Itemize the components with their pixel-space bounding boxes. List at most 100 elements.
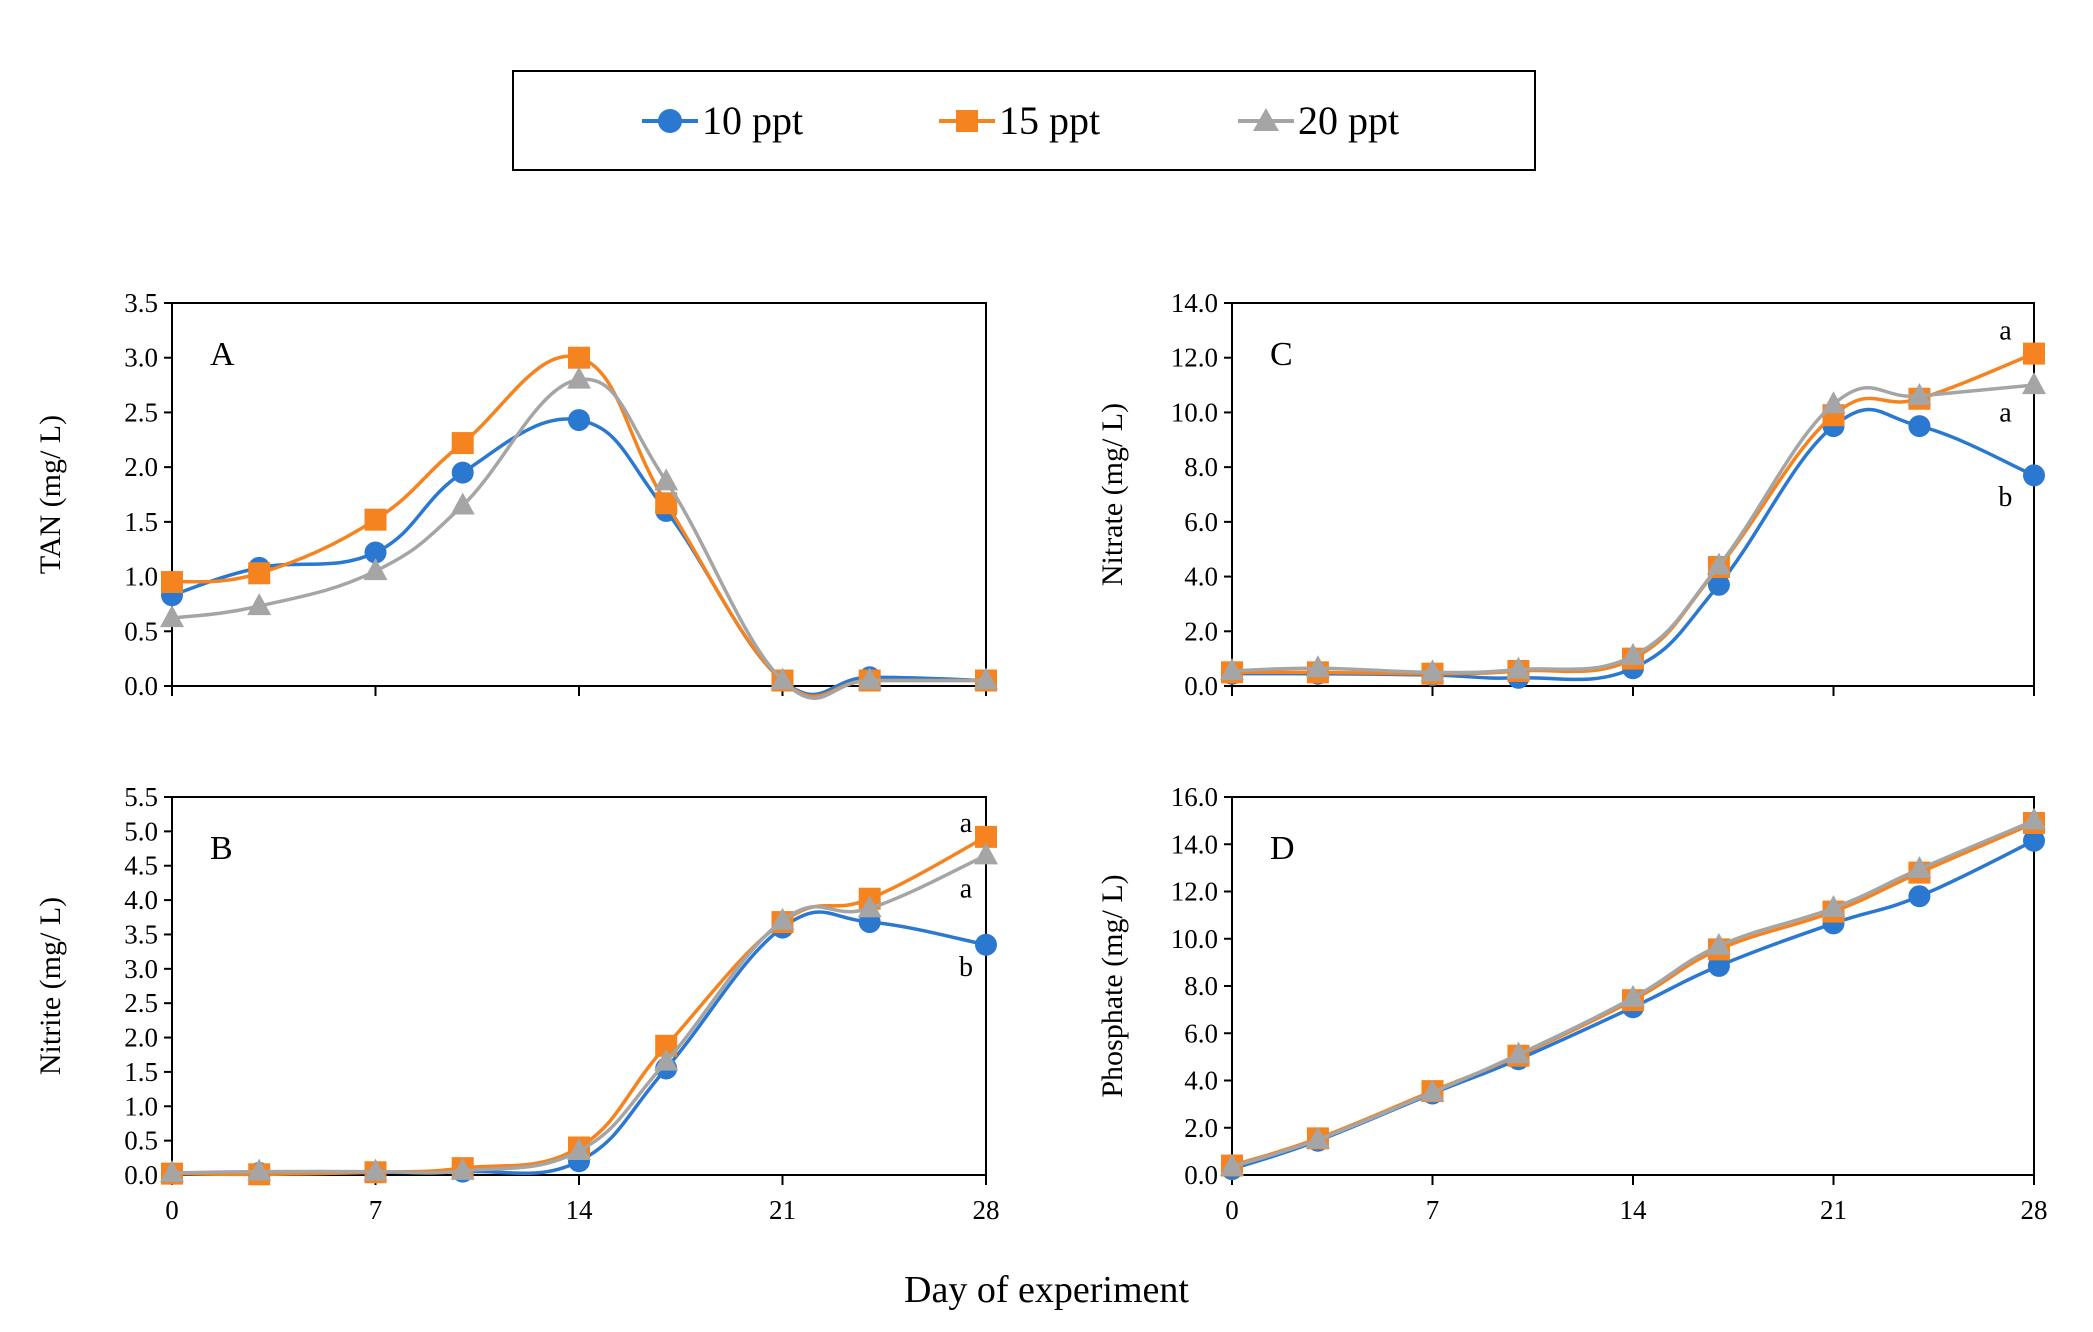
data-point xyxy=(975,825,997,848)
data-point xyxy=(247,1158,272,1181)
data-point xyxy=(568,346,590,369)
y-tick-label: 4.0 xyxy=(1184,1066,1218,1096)
data-point xyxy=(1706,552,1731,575)
legend-label: 15 ppt xyxy=(999,98,1101,143)
plot-frame xyxy=(1231,302,2035,687)
data-point xyxy=(1220,1153,1244,1176)
data-point xyxy=(974,667,998,690)
series-line xyxy=(1231,407,2035,682)
series-line xyxy=(1231,383,2035,675)
y-tick-label: 0.0 xyxy=(1184,671,1218,701)
data-point xyxy=(450,1157,475,1180)
data-point xyxy=(161,571,183,594)
data-point xyxy=(1907,856,1932,879)
y-tick-label: 1.5 xyxy=(124,1057,158,1087)
legend-item-15ppt: 15 ppt xyxy=(939,72,1100,169)
y-tick-label: 2.0 xyxy=(124,1023,158,1053)
x-tick-label: 28 xyxy=(973,1195,1000,1225)
x-tick-label: 7 xyxy=(369,1195,383,1225)
legend-item-10ppt: 10 ppt xyxy=(642,72,803,169)
data-point xyxy=(770,667,795,690)
panel-letter: A xyxy=(210,336,235,373)
data-point xyxy=(1621,984,1645,1007)
data-point xyxy=(1908,885,1931,908)
x-tick-label: 14 xyxy=(566,1195,594,1225)
y-tick-label: 0.5 xyxy=(124,1126,158,1156)
series-line xyxy=(171,835,987,1177)
series-line xyxy=(171,910,987,1176)
legend-marker-square-icon xyxy=(939,109,995,132)
data-point xyxy=(1220,657,1244,680)
panel-letter: D xyxy=(1270,830,1295,867)
data-point xyxy=(247,593,272,616)
legend: 10 ppt 15 ppt 20 ppt xyxy=(512,70,1536,171)
legend-item-20ppt: 20 ppt xyxy=(1238,72,1399,169)
y-tick-label: 1.0 xyxy=(124,1091,158,1121)
panel-b: 0.0 0.5 1.0 1.5 2.0 2.5 3.0 3.5 4.0 4.5 5.0 5.5 0 7 14… xyxy=(34,782,1000,1225)
x-tick-label: 14 xyxy=(1620,1195,1648,1225)
data-point xyxy=(1908,415,1931,438)
data-point xyxy=(160,605,184,628)
data-point xyxy=(160,1159,184,1182)
significance-label: a xyxy=(960,873,973,904)
data-point xyxy=(1506,1041,1531,1064)
y-tick-label: 16.0 xyxy=(1171,782,1218,812)
y-tick-label: 4.0 xyxy=(1184,562,1218,592)
y-axis-label: Nitrate (mg/ L) xyxy=(1096,403,1129,586)
y-axis-label: Phosphate (mg/ L) xyxy=(1096,874,1129,1097)
data-point xyxy=(974,842,998,865)
panel-d: 0.0 2.0 4.0 6.0 8.0 10.0 12.0 14.0 16.0 0 7 14 21 28 P… xyxy=(1096,782,2048,1225)
y-tick-label: 4.5 xyxy=(124,851,158,881)
y-tick-label: 10.0 xyxy=(1171,924,1218,954)
y-tick-label: 0.5 xyxy=(124,616,158,646)
significance-label: a xyxy=(960,808,973,839)
data-point xyxy=(364,508,387,531)
significance-label: a xyxy=(1999,315,2012,346)
data-point xyxy=(451,461,474,484)
data-point xyxy=(364,541,387,564)
data-point xyxy=(248,562,271,585)
y-tick-label: 1.5 xyxy=(124,507,158,537)
data-point xyxy=(567,366,591,389)
data-point xyxy=(1420,1079,1445,1102)
y-tick-label: 5.0 xyxy=(124,816,158,846)
legend-marker-circle-icon xyxy=(642,108,698,133)
data-point xyxy=(654,1048,679,1071)
data-point xyxy=(363,558,388,581)
significance-label: a xyxy=(1999,397,2012,428)
data-point xyxy=(1706,932,1731,955)
data-point xyxy=(450,492,475,515)
data-point xyxy=(1305,655,1330,678)
y-tick-label: 8.0 xyxy=(1184,452,1218,482)
data-point xyxy=(2022,372,2046,395)
plot-frame xyxy=(171,796,987,1176)
y-tick-label: 4.0 xyxy=(124,885,158,915)
data-point xyxy=(363,1158,388,1181)
series-line xyxy=(171,853,987,1175)
y-tick-label: 2.0 xyxy=(1184,616,1218,646)
legend-marker-triangle-icon xyxy=(1238,107,1294,131)
x-axis-title: Day of experiment xyxy=(904,1269,1189,1311)
x-tick-label: 0 xyxy=(1225,1195,1239,1225)
x-tick-label: 21 xyxy=(1820,1195,1847,1225)
data-point xyxy=(1621,642,1645,665)
panel-c: 0.0 2.0 4.0 6.0 8.0 10.0 12.0 14.0 Nitrate (mg/ … xyxy=(1096,288,2046,701)
data-point xyxy=(1707,573,1730,596)
y-tick-label: 6.0 xyxy=(1184,507,1218,537)
y-tick-label: 12.0 xyxy=(1171,343,1218,373)
y-tick-label: 3.5 xyxy=(124,919,158,949)
x-tick-label: 7 xyxy=(1426,1195,1440,1225)
data-point xyxy=(857,667,882,690)
y-axis-label: Nitrite (mg/ L) xyxy=(34,897,67,1075)
x-tick-label: 0 xyxy=(165,1195,179,1225)
data-point xyxy=(1821,895,1846,918)
y-tick-label: 14.0 xyxy=(1171,288,1218,318)
y-tick-label: 12.0 xyxy=(1171,877,1218,907)
y-tick-label: 2.0 xyxy=(124,452,158,482)
y-tick-label: 0.0 xyxy=(124,671,158,701)
series-line xyxy=(171,354,986,699)
legend-label: 10 ppt xyxy=(702,98,804,143)
y-tick-label: 6.0 xyxy=(1184,1018,1218,1048)
